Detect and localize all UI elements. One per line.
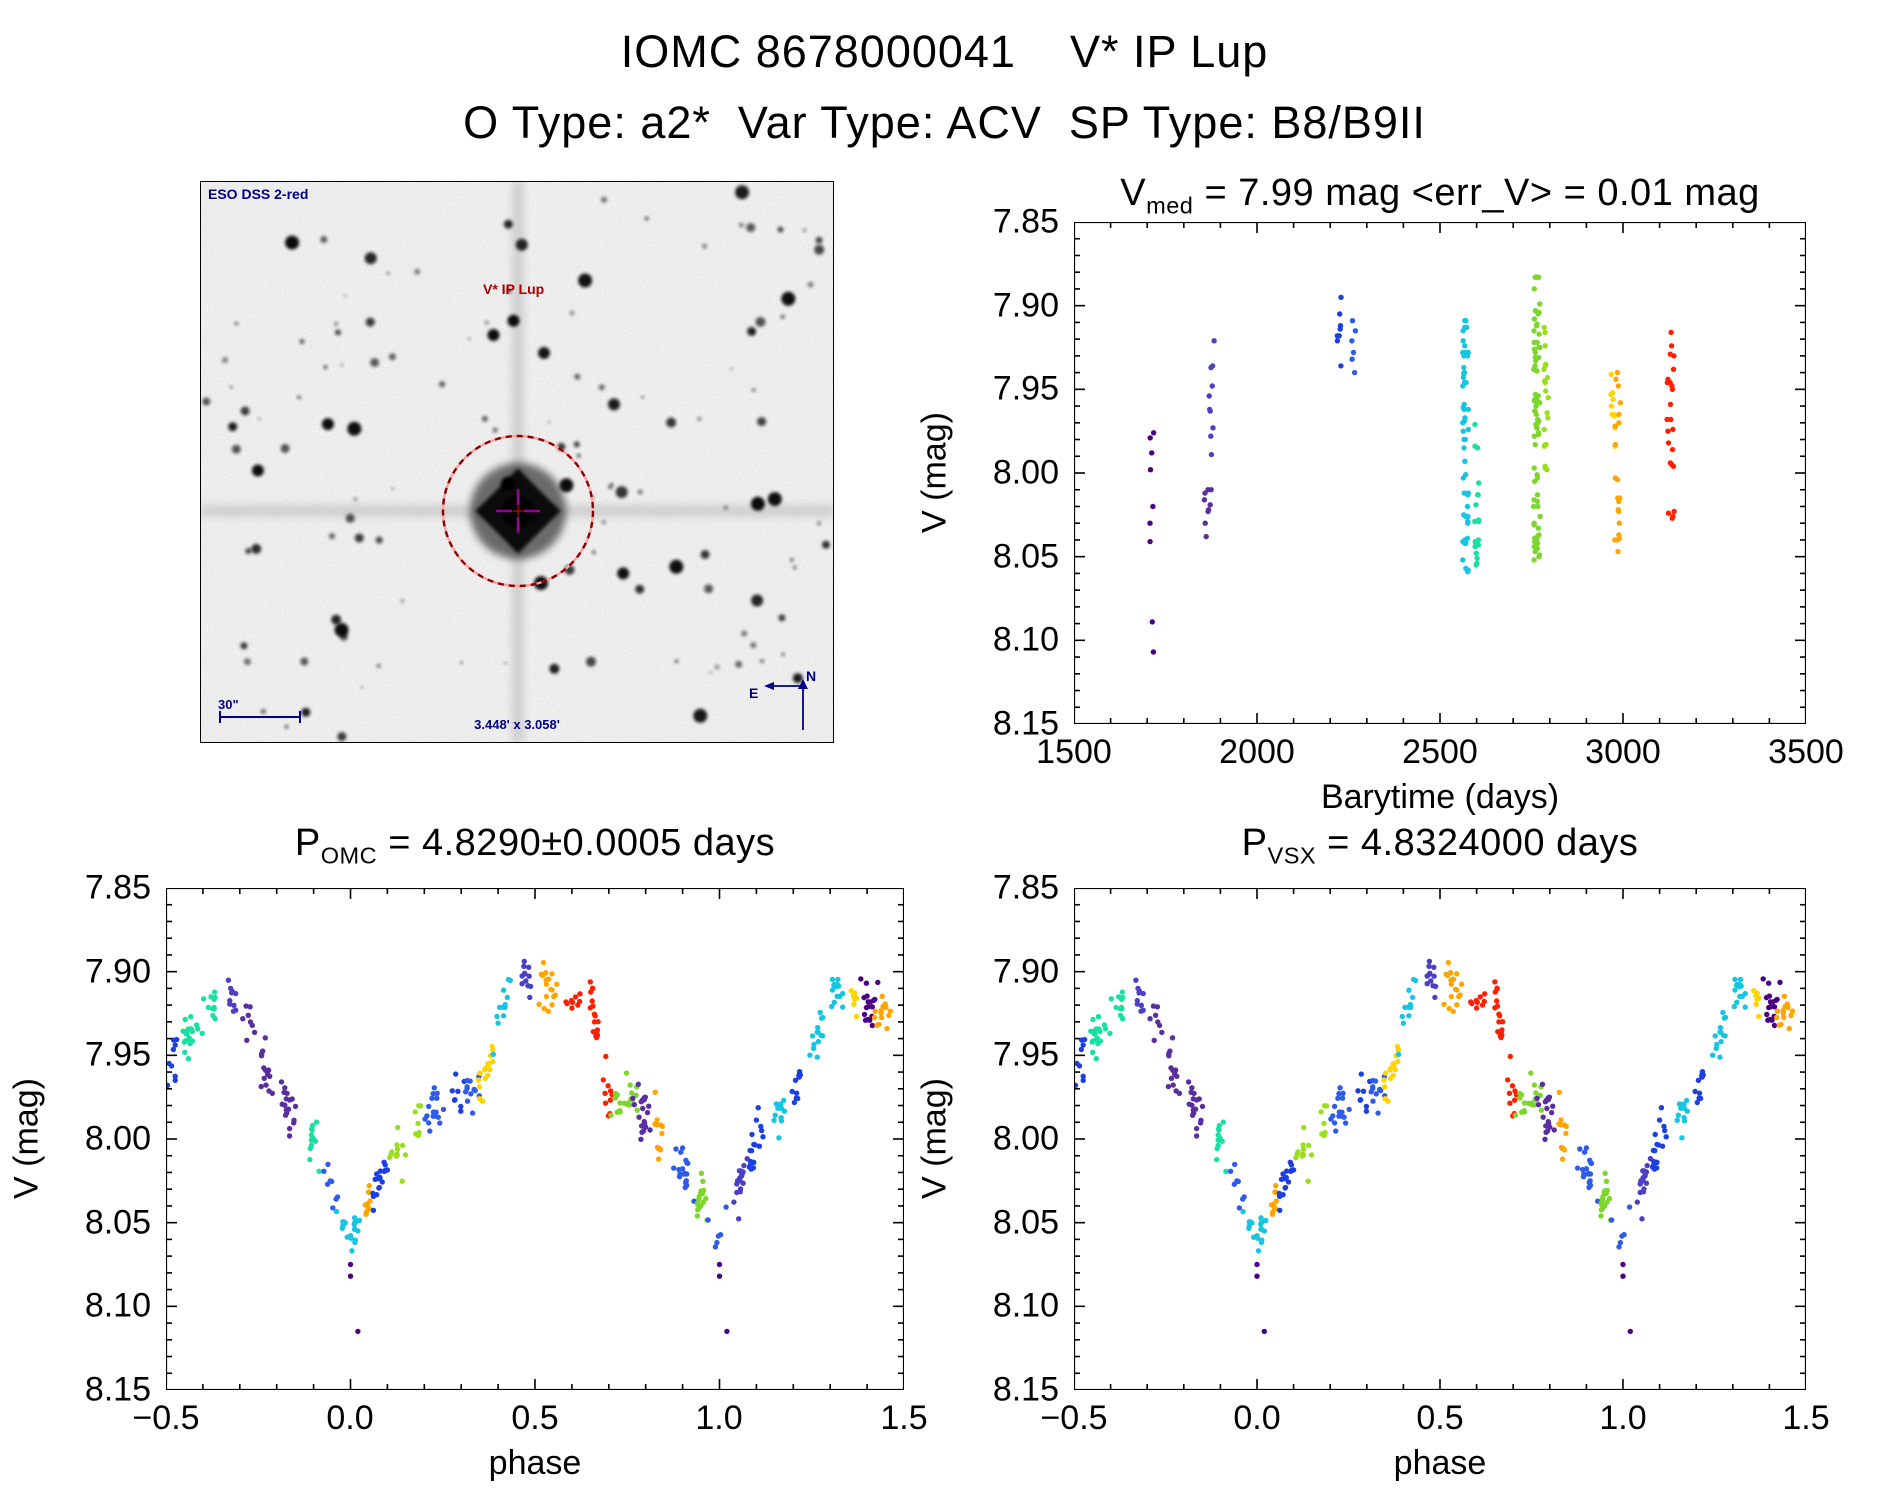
svg-text:N: N xyxy=(806,668,816,684)
svg-text:ESO DSS 2-red: ESO DSS 2-red xyxy=(208,186,308,202)
svg-text:E: E xyxy=(749,685,758,701)
svg-text:3.448' x 3.058': 3.448' x 3.058' xyxy=(474,717,560,732)
svg-text:30": 30" xyxy=(218,697,239,712)
svg-text:V* IP Lup: V* IP Lup xyxy=(483,281,544,297)
